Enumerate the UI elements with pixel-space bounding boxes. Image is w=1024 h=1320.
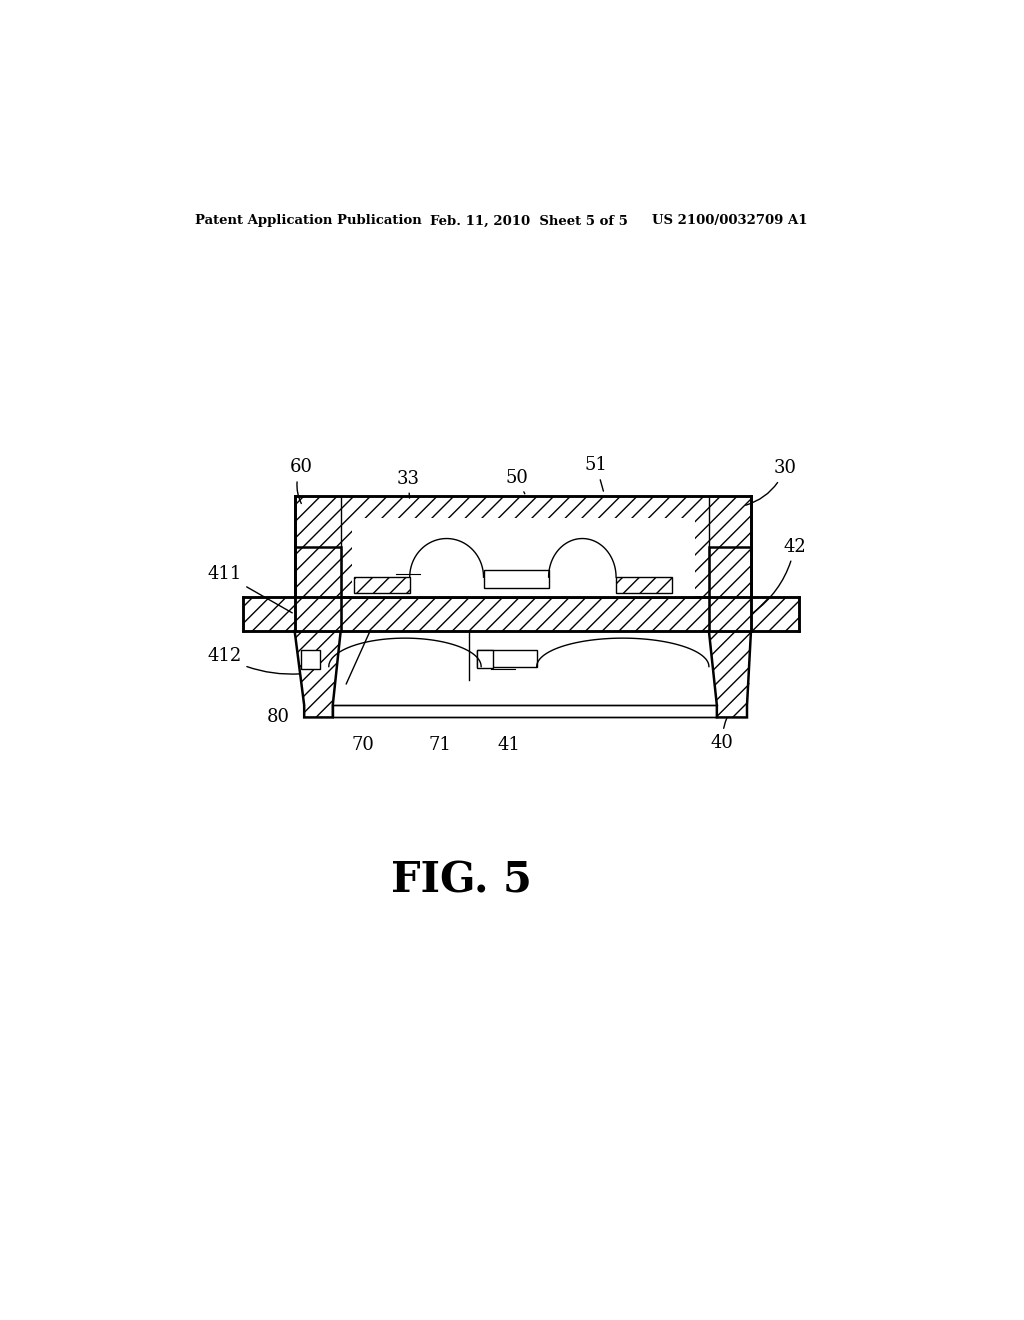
Text: Patent Application Publication: Patent Application Publication (196, 214, 422, 227)
Text: 31: 31 (396, 558, 418, 576)
Text: Feb. 11, 2010  Sheet 5 of 5: Feb. 11, 2010 Sheet 5 of 5 (430, 214, 628, 227)
Bar (352, 519, 695, 598)
Text: 60: 60 (290, 458, 312, 503)
Text: 33: 33 (396, 470, 420, 498)
Text: 70: 70 (351, 735, 375, 754)
Bar (333, 705, 717, 718)
Text: 80: 80 (266, 709, 290, 726)
Text: US 2100/0032709 A1: US 2100/0032709 A1 (652, 214, 807, 227)
Bar (295, 496, 751, 598)
Text: 41: 41 (498, 735, 520, 754)
Polygon shape (709, 631, 751, 718)
Bar (477, 651, 537, 667)
Bar (709, 546, 751, 631)
Text: 32: 32 (492, 653, 513, 671)
Bar (301, 651, 321, 669)
Bar (243, 598, 799, 631)
Text: 71: 71 (428, 735, 452, 754)
Bar (295, 546, 341, 631)
Text: 412: 412 (207, 647, 300, 675)
Text: FIG. 5: FIG. 5 (391, 859, 531, 902)
Polygon shape (295, 631, 341, 718)
Text: 51: 51 (585, 457, 607, 491)
Text: 50: 50 (506, 469, 528, 494)
Text: 30: 30 (745, 459, 797, 506)
Bar (616, 577, 672, 594)
Bar (354, 577, 410, 594)
Bar (483, 570, 549, 589)
Text: 40: 40 (711, 684, 749, 752)
Text: 411: 411 (207, 565, 292, 612)
Text: 42: 42 (754, 537, 806, 612)
Bar (477, 651, 494, 668)
